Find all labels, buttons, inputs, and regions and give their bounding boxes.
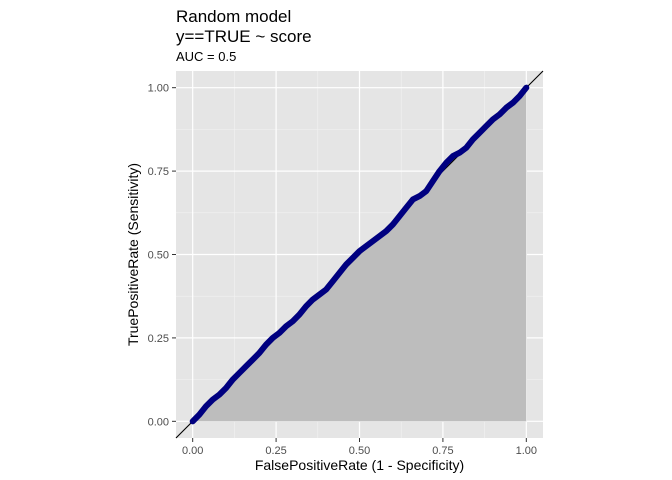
x-tick-label: 1.00: [516, 445, 537, 457]
y-tick-label: 0.00: [148, 416, 169, 428]
x-tick-label: 0.25: [265, 445, 286, 457]
x-axis-ticks: 0.00 0.25 0.50 0.75 1.00: [182, 438, 537, 457]
y-tick-label: 1.00: [148, 83, 169, 95]
chart-title-line2: y==TRUE ~ score: [176, 27, 312, 46]
y-tick-label: 0.50: [148, 250, 169, 262]
chart-subtitle: AUC = 0.5: [176, 49, 236, 64]
x-tick-label: 0.75: [432, 445, 453, 457]
x-tick-label: 0.50: [349, 445, 370, 457]
chart-title: Random model: [176, 7, 291, 26]
x-axis-title: FalsePositiveRate (1 - Specificity): [255, 457, 464, 473]
y-axis-title: TruePositiveRate (Sensitivity): [125, 163, 141, 346]
y-tick-label: 0.25: [148, 333, 169, 345]
y-axis-ticks: 0.00 0.25 0.50 0.75 1.00: [148, 83, 176, 428]
roc-curve: [189, 84, 530, 425]
x-tick-label: 0.00: [182, 445, 203, 457]
y-tick-label: 0.75: [148, 166, 169, 178]
